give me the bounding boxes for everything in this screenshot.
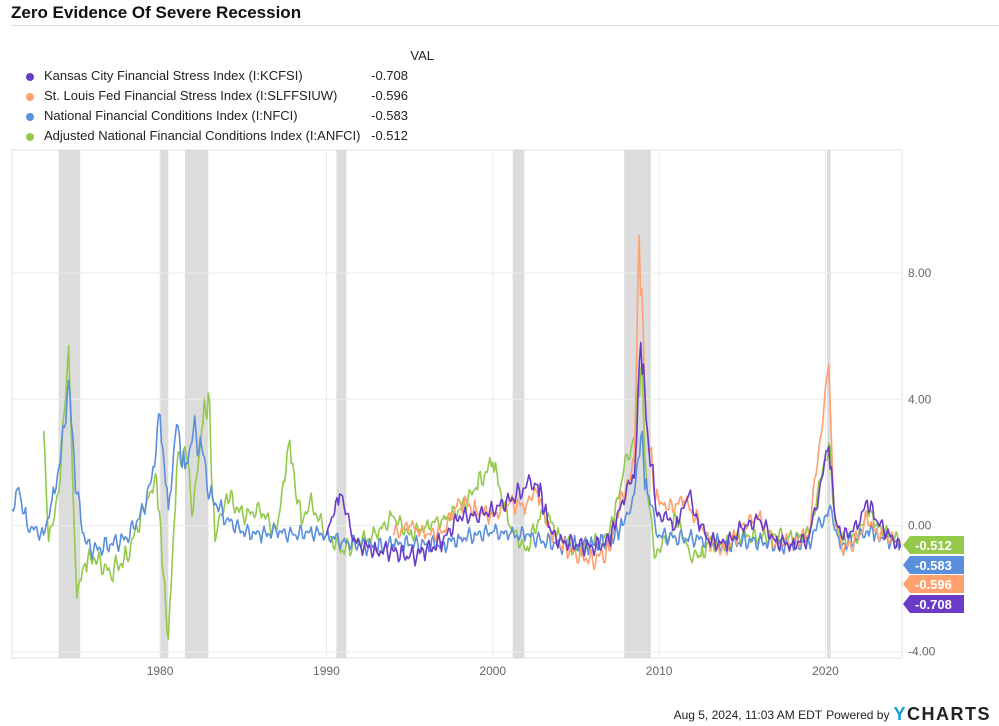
- legend-dot-icon: [26, 113, 34, 121]
- chart-title: Zero Evidence Of Severe Recession: [11, 3, 302, 22]
- recession-band: [160, 150, 169, 658]
- legend-value: -0.512: [371, 128, 408, 143]
- x-tick-label: 2010: [646, 664, 673, 678]
- x-tick-label: 2020: [812, 664, 839, 678]
- value-tag-label: -0.583: [915, 558, 952, 573]
- recession-band: [827, 150, 831, 658]
- y-tick-label: 8.00: [908, 266, 932, 280]
- legend-value: -0.583: [371, 108, 408, 123]
- y-tick-label: 4.00: [908, 392, 932, 406]
- value-tag: [903, 595, 964, 613]
- value-tag: [903, 556, 964, 574]
- title-divider: [11, 25, 999, 26]
- y-tick-label: 0.00: [908, 518, 932, 532]
- x-tick-label: 1980: [147, 664, 174, 678]
- legend-value: -0.596: [371, 88, 408, 103]
- legend-dot-icon: [26, 73, 34, 81]
- footer: Aug 5, 2024, 11:03 AM EDT Powered by YCH…: [674, 704, 991, 725]
- series-line: [11, 379, 902, 560]
- value-tag-label: -0.708: [915, 597, 952, 612]
- value-tag-label: -0.596: [915, 577, 952, 592]
- powered-by: Powered by: [826, 707, 890, 722]
- recession-band: [512, 150, 525, 658]
- recession-band: [336, 150, 347, 658]
- legend-value-header: VAL: [410, 48, 434, 63]
- legend-label: St. Louis Fed Financial Stress Index (I:…: [44, 88, 338, 103]
- legend-dot-icon: [26, 93, 34, 101]
- legend-label: National Financial Conditions Index (I:N…: [44, 108, 298, 123]
- y-tick-label: -4.00: [908, 645, 936, 659]
- value-tag-label: -0.512: [915, 538, 952, 553]
- series-line: [42, 344, 902, 640]
- plot-frame: [11, 149, 903, 659]
- legend-label: Adjusted National Financial Conditions I…: [44, 128, 361, 143]
- ycharts-logo[interactable]: YCHARTS: [893, 704, 991, 724]
- legend-value: -0.708: [371, 68, 408, 83]
- timestamp: Aug 5, 2024, 11:03 AM EDT: [673, 707, 823, 722]
- value-tag: [903, 536, 964, 554]
- recession-band: [185, 150, 209, 658]
- x-tick-label: 2000: [479, 664, 506, 678]
- series-line: [325, 341, 902, 567]
- legend-dot-icon: [26, 133, 34, 141]
- value-tag: [903, 575, 964, 593]
- x-tick-label: 1990: [313, 664, 340, 678]
- legend-label: Kansas City Financial Stress Index (I:KC…: [44, 68, 303, 83]
